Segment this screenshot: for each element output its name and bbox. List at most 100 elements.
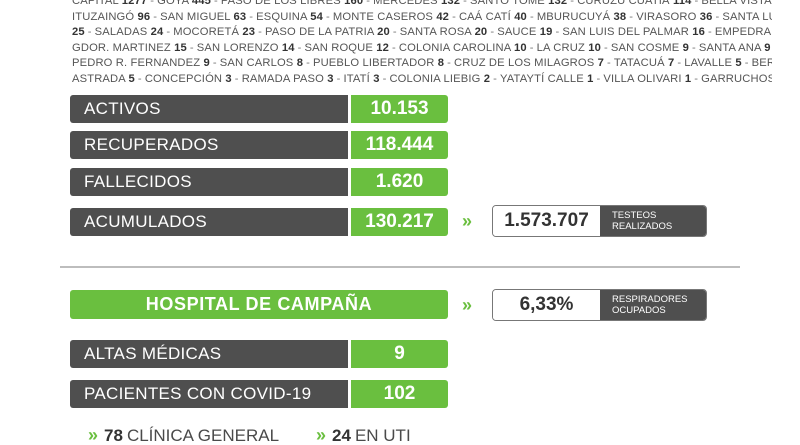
towns-line: ASTRADA 5- CONCEPCIÓN 3- RAMADA PASO 3- ITA…: [72, 72, 772, 88]
town-name: CAÁ CATÍ: [458, 10, 511, 23]
town-name: PASO DE LOS LIBRES: [220, 0, 341, 7]
town-name: PASO DE LA PATRIA: [264, 26, 374, 39]
town-name: SANTA ROSA: [399, 26, 472, 39]
separator: -: [452, 10, 456, 23]
towns-line: GDOR. MARTINEZ 15- SAN LORENZO 14- SAN ROQ…: [72, 41, 772, 57]
separator: -: [336, 72, 341, 85]
town-name: ASTRADA: [72, 72, 126, 85]
town-name: GARRUCHOS: [701, 72, 772, 85]
town-count: 9: [682, 41, 689, 54]
town-name: GDOR. MARTINEZ: [72, 41, 171, 54]
town-count: 8: [437, 57, 445, 70]
town-count: 40: [514, 10, 527, 23]
town-count: 20: [377, 26, 390, 39]
stat-activos: ACTIVOS 10.153: [70, 95, 448, 123]
respiradores-caption: RESPIRADORES OCUPADOS: [600, 290, 706, 320]
towns-line: ITUZAINGÓ 96- SAN MIGUEL 63- ESQUINA 54- MO…: [72, 10, 772, 26]
town-name: ITUZAINGÓ: [72, 10, 135, 23]
testeos-caption-line-1: TESTEOS: [612, 210, 657, 221]
chevrons-icon: »: [316, 425, 326, 445]
town-count: 23: [242, 26, 256, 39]
town-name: GOYA: [157, 0, 189, 7]
town-name: MONTE CASEROS: [332, 10, 434, 23]
stat-label: FALLECIDOS: [70, 168, 348, 196]
town-count: 16: [692, 26, 705, 39]
separator: -: [212, 57, 217, 70]
town-name: SAN COSME: [610, 41, 680, 54]
town-count: 2: [483, 72, 491, 85]
town-name: RAMADA PASO: [241, 72, 324, 85]
town-name: CURUZÚ CUATIÁ: [577, 0, 670, 7]
town-count: 5: [128, 72, 135, 85]
stat-fallecidos: FALLECIDOS 1.620: [70, 168, 448, 196]
stat-acumulados: ACUMULADOS 130.217: [70, 208, 448, 236]
town-name: EMPEDRADO: [714, 26, 772, 39]
town-count: 19: [539, 26, 553, 39]
separator: -: [603, 41, 608, 54]
towns-line: PEDRO R. FERNANDEZ 9- SAN CARLOS 8- PUEBLO…: [72, 56, 772, 72]
town-count: 10: [514, 41, 527, 54]
town-count: 160: [344, 0, 364, 7]
separator: -: [529, 10, 534, 23]
separator: -: [325, 10, 330, 23]
town-count: 9: [203, 57, 210, 70]
town-name: SAN ROQUE: [304, 41, 374, 54]
town-name: SAN LUIS DEL PALMAR: [562, 26, 689, 39]
separator: -: [570, 0, 575, 7]
separator: -: [694, 72, 699, 85]
chevrons-icon: »: [88, 425, 98, 445]
separator: -: [694, 0, 699, 7]
separator: -: [744, 57, 749, 70]
testeos-caption: TESTEOS REALIZADOS: [600, 206, 706, 236]
town-count: 1: [587, 72, 594, 85]
town-name: SAUCE: [497, 26, 537, 39]
separator: -: [137, 72, 142, 85]
town-name: MERCEDES: [373, 0, 438, 7]
town-name: CRUZ DE LOS MILAGROS: [454, 57, 595, 70]
separator: -: [366, 0, 371, 7]
testeos-value: 1.573.707: [493, 206, 600, 236]
chevrons-icon: »: [462, 211, 472, 231]
town-name: SALADAS: [94, 26, 148, 39]
town-name: TATACUÁ: [613, 57, 665, 70]
clinica-label: CLÍNICA GENERAL: [126, 425, 280, 445]
separator: -: [297, 41, 302, 54]
stat-value: 118.444: [351, 131, 448, 159]
town-count: 96: [137, 10, 151, 23]
stat-label: RECUPERADOS: [70, 131, 348, 159]
stat-value: 1.620: [351, 168, 448, 196]
separator: -: [629, 10, 634, 23]
town-name: MOCORETÁ: [173, 26, 240, 39]
separator: -: [447, 57, 451, 70]
stat-label: ALTAS MÉDICAS: [70, 340, 348, 368]
town-count: 12: [376, 41, 390, 54]
separator: -: [258, 26, 262, 39]
separator: -: [213, 0, 218, 7]
stat-altas: ALTAS MÉDICAS 9: [70, 340, 448, 368]
town-name: LA CRUZ: [536, 41, 585, 54]
town-name: YATAYTÍ CALLE: [500, 72, 584, 85]
town-name: LAVALLE: [684, 57, 733, 70]
town-count: 8: [296, 57, 304, 70]
separator: -: [234, 72, 239, 85]
en-uti: » 24 EN UTI: [316, 425, 411, 445]
separator: -: [249, 10, 254, 23]
towns-line: 25- SALADAS 24- MOCORETÁ 23- PASO DE LA PAT…: [72, 25, 772, 41]
respiradores-caption-line-1: RESPIRADORES: [612, 294, 688, 305]
town-count: 9: [764, 41, 771, 54]
town-name: MBURUCUYÁ: [536, 10, 611, 23]
town-count: 24: [150, 26, 164, 39]
separator: -: [715, 10, 720, 23]
town-count: 20: [474, 26, 488, 39]
stat-value: 10.153: [351, 95, 448, 123]
stat-value: 130.217: [351, 208, 448, 236]
towns-list: CAPITAL 1277- GOYA 445- PASO DE LOS LIBRES…: [72, 0, 772, 88]
separator: -: [529, 41, 534, 54]
separator: -: [708, 26, 712, 39]
separator: -: [677, 57, 682, 70]
separator: -: [555, 26, 560, 39]
separator: -: [150, 0, 155, 7]
section-divider: [60, 266, 740, 268]
respiradores-value: 6,33%: [493, 290, 600, 320]
stat-label: ACTIVOS: [70, 95, 348, 123]
